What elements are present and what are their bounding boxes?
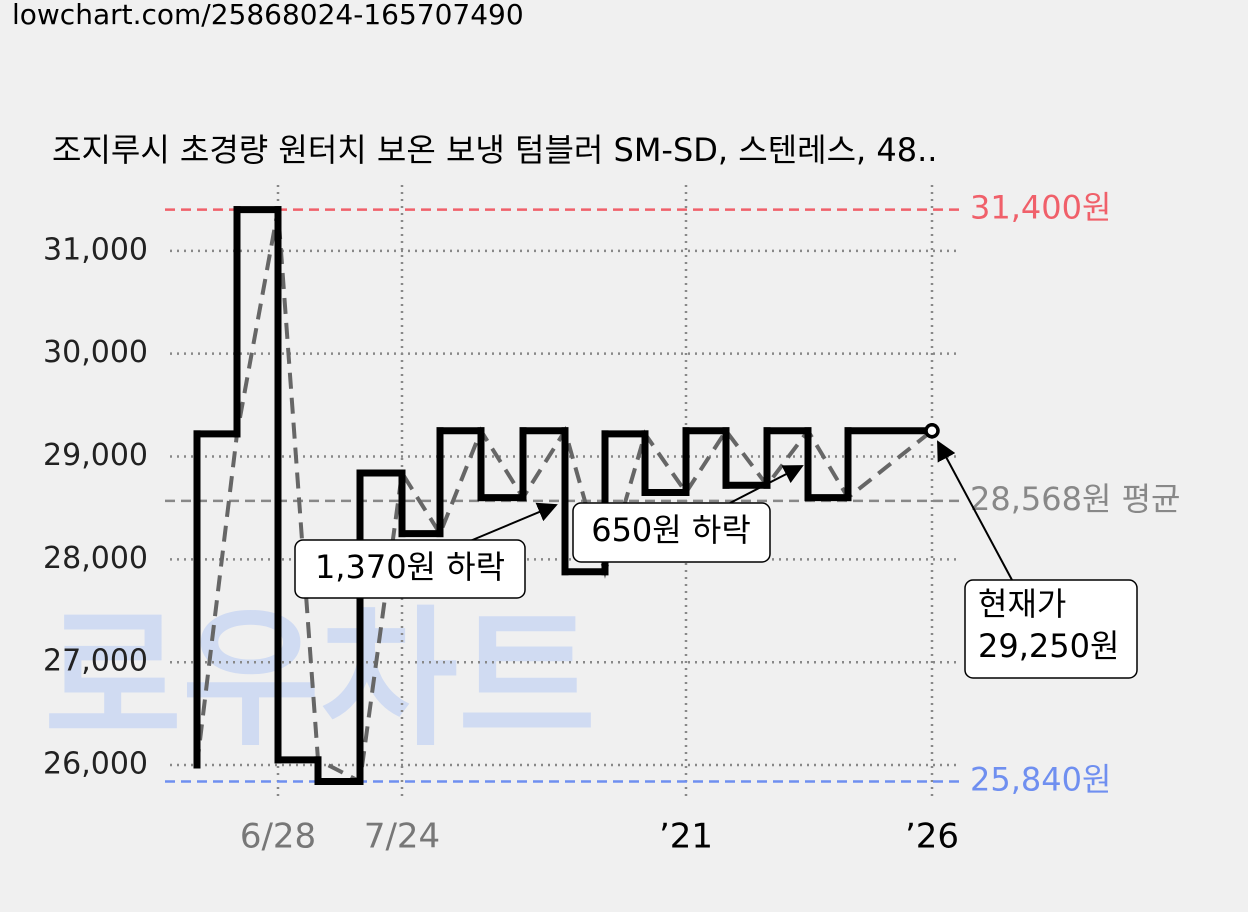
watermark: 로우차트	[44, 593, 596, 767]
y-tick-label: 30,000	[43, 335, 148, 370]
annotation-text: 650원 하락	[591, 511, 751, 549]
annotation-box	[294, 539, 526, 599]
y-tick-label: 27,000	[43, 644, 148, 679]
ref-label: 28,568원 평균	[970, 480, 1180, 518]
annotation-arrow	[937, 440, 1013, 581]
x-tick-label: ’21	[659, 817, 713, 857]
annotation-arrow	[729, 465, 804, 504]
ref-label: 25,840원	[970, 760, 1111, 798]
current-point	[924, 423, 940, 439]
y-tick-label: 31,000	[43, 232, 148, 267]
x-tick-label: ’26	[905, 817, 959, 857]
y-tick-label: 29,000	[43, 438, 148, 473]
url: lowchart.com/25868024-165707490	[12, 0, 524, 31]
annotation-text: 현재가	[978, 585, 1066, 623]
trend-line	[195, 209, 934, 785]
y-tick-label: 26,000	[43, 747, 148, 782]
annotation-box	[572, 502, 771, 563]
x-tick-label: 6/28	[240, 817, 316, 857]
y-tick-label: 28,000	[43, 541, 148, 576]
chart-title: 조지루시 초경량 원터치 보온 보냉 텀블러 SM-SD, 스텐레스, 48..	[52, 131, 937, 169]
annotation-text: 1,370원 하락	[315, 548, 505, 586]
annotation-arrow	[469, 502, 558, 542]
x-tick-label: 7/24	[364, 817, 440, 857]
ref-label: 31,400원	[970, 189, 1111, 227]
annotation-text: 29,250원	[978, 627, 1119, 665]
annotation-box	[964, 579, 1138, 679]
